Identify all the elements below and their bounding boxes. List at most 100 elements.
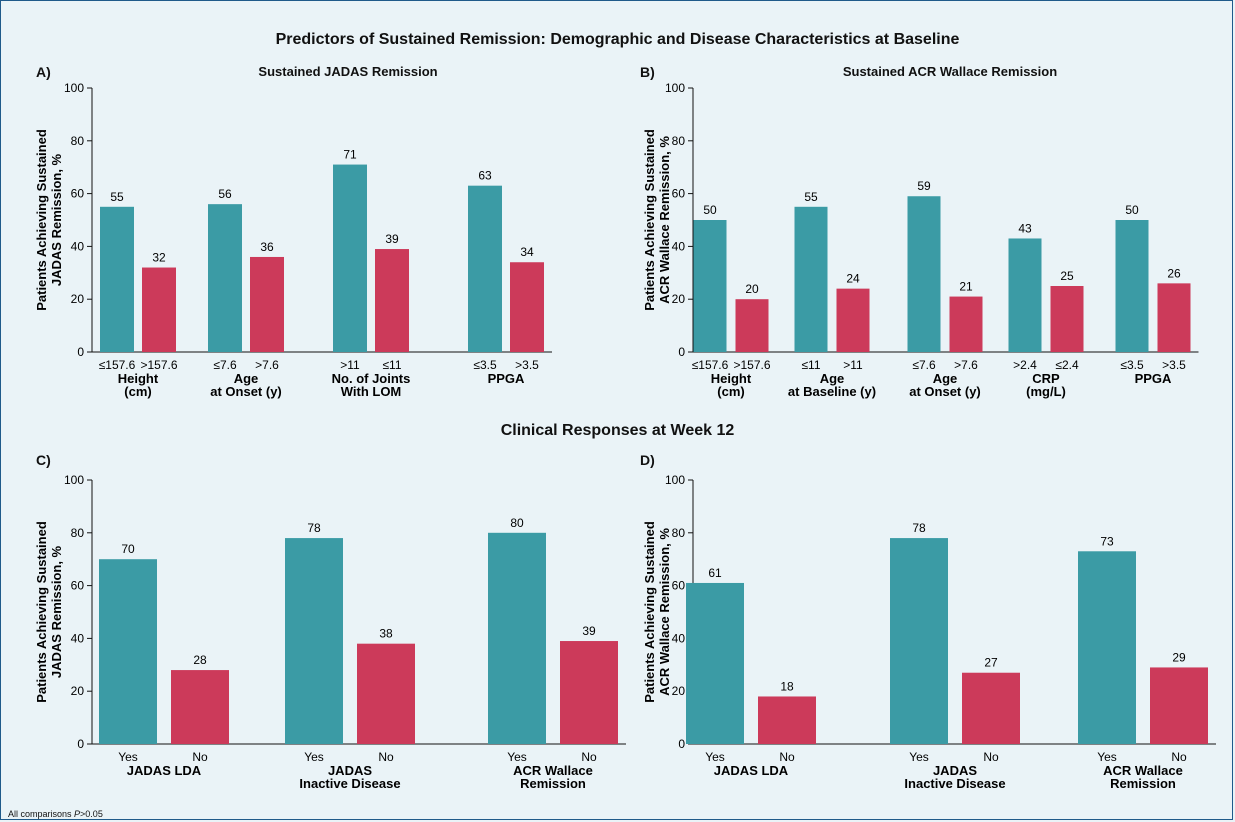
y-tick-label: 40 [71, 239, 85, 253]
x-tick-label: >7.6 [954, 358, 978, 372]
y-tick-label: 0 [678, 345, 685, 359]
x-tick-label: ≤157.6 [99, 358, 136, 372]
bar [375, 249, 409, 352]
x-tick-label: >7.6 [255, 358, 279, 372]
bar [560, 641, 618, 744]
x-tick-label: >3.5 [515, 358, 539, 372]
bar-value-label: 43 [1018, 221, 1032, 235]
category-group-label: Inactive Disease [299, 776, 400, 791]
y-tick-label: 100 [64, 81, 84, 95]
bar [907, 196, 941, 352]
section-title: Clinical Responses at Week 12 [500, 422, 735, 439]
y-tick-label: 0 [77, 737, 84, 751]
x-tick-label: No [983, 750, 999, 764]
bar [99, 559, 157, 744]
category-group-label: at Onset (y) [210, 384, 282, 399]
bar [1078, 551, 1136, 744]
bar-value-label: 21 [959, 280, 973, 294]
bar [949, 296, 983, 352]
y-tick-label: 20 [71, 684, 85, 698]
bar-value-label: 55 [804, 190, 818, 204]
x-tick-label: ≤11 [382, 358, 401, 372]
y-tick-label: 60 [672, 579, 686, 593]
category-group-label: No. of Joints [332, 371, 411, 386]
bar-value-label: 20 [745, 282, 759, 296]
category-group-label: JADAS [933, 763, 977, 778]
x-tick-label: No [779, 750, 795, 764]
panel-d-letter: D) [640, 452, 655, 468]
x-tick-label: Yes [1097, 750, 1117, 764]
x-tick-label: Yes [909, 750, 929, 764]
category-group-label: (cm) [124, 384, 151, 399]
category-group-label: Age [234, 371, 259, 386]
category-group-label: JADAS LDA [127, 763, 202, 778]
category-group-label: JADAS [328, 763, 372, 778]
y-axis-label: ACR Wallace Remission, % [657, 136, 672, 304]
x-tick-label: ≤3.5 [473, 358, 497, 372]
bar [285, 538, 343, 744]
bar [171, 670, 229, 744]
x-tick-label: ≤157.6 [692, 358, 729, 372]
category-group-label: (mg/L) [1026, 384, 1066, 399]
footnote-suffix: >0.05 [80, 809, 103, 819]
category-group-label: Height [118, 371, 159, 386]
category-group-label: at Onset (y) [909, 384, 981, 399]
x-tick-label: ≤7.6 [912, 358, 936, 372]
bar-value-label: 36 [260, 240, 274, 254]
footnote: All comparisons P>0.05 [8, 809, 103, 819]
bar-value-label: 25 [1060, 269, 1074, 283]
bar [836, 288, 870, 352]
category-group-label: Age [933, 371, 958, 386]
y-tick-label: 100 [665, 81, 685, 95]
bar [758, 696, 816, 744]
y-tick-label: 20 [672, 292, 686, 306]
bar-value-label: 24 [846, 272, 860, 286]
bar-value-label: 50 [703, 203, 717, 217]
category-group-label: CRP [1032, 371, 1060, 386]
bar-value-label: 38 [379, 627, 393, 641]
x-tick-label: ≤11 [801, 358, 820, 372]
x-tick-label: Yes [705, 750, 725, 764]
y-tick-label: 80 [672, 526, 686, 540]
category-group-label: JADAS LDA [714, 763, 789, 778]
bar-value-label: 70 [121, 542, 135, 556]
footnote-p: P [74, 809, 81, 819]
bar [488, 532, 546, 744]
bar-value-label: 26 [1167, 266, 1181, 280]
x-tick-label: No [1171, 750, 1187, 764]
y-axis-label: Patients Achieving Sustained [34, 129, 49, 311]
bar [468, 185, 502, 352]
y-tick-label: 40 [672, 239, 686, 253]
category-group-label: Remission [1110, 776, 1176, 791]
y-tick-label: 40 [672, 631, 686, 645]
y-axis-label: ACR Wallace Remission, % [657, 528, 672, 696]
bar [735, 299, 769, 352]
category-group-label: ACR Wallace [513, 763, 593, 778]
panel-a-title: Sustained JADAS Remission [258, 64, 438, 79]
y-axis-label: JADAS Remission, % [49, 545, 64, 678]
bar [250, 256, 284, 352]
panel-a-letter: A) [36, 64, 51, 80]
category-group-label: PPGA [488, 371, 525, 386]
category-group-label: Age [820, 371, 845, 386]
bar [1050, 286, 1084, 352]
category-group-label: (cm) [717, 384, 744, 399]
y-axis-label: Patients Achieving Sustained [642, 521, 657, 703]
bar [962, 672, 1020, 744]
x-tick-label: ≤3.5 [1120, 358, 1144, 372]
y-tick-label: 80 [71, 526, 85, 540]
x-tick-label: >11 [340, 358, 360, 372]
bar-value-label: 73 [1100, 534, 1114, 548]
bar-value-label: 29 [1172, 650, 1186, 664]
bar [1115, 220, 1149, 352]
x-tick-label: Yes [118, 750, 138, 764]
footnote-prefix: All comparisons [8, 809, 75, 819]
panel-b-title: Sustained ACR Wallace Remission [842, 64, 1058, 79]
y-tick-label: 80 [71, 134, 85, 148]
y-tick-label: 100 [64, 473, 84, 487]
bar [208, 204, 242, 352]
y-axis-label: Patients Achieving Sustained [34, 521, 49, 703]
bar [1157, 283, 1191, 352]
